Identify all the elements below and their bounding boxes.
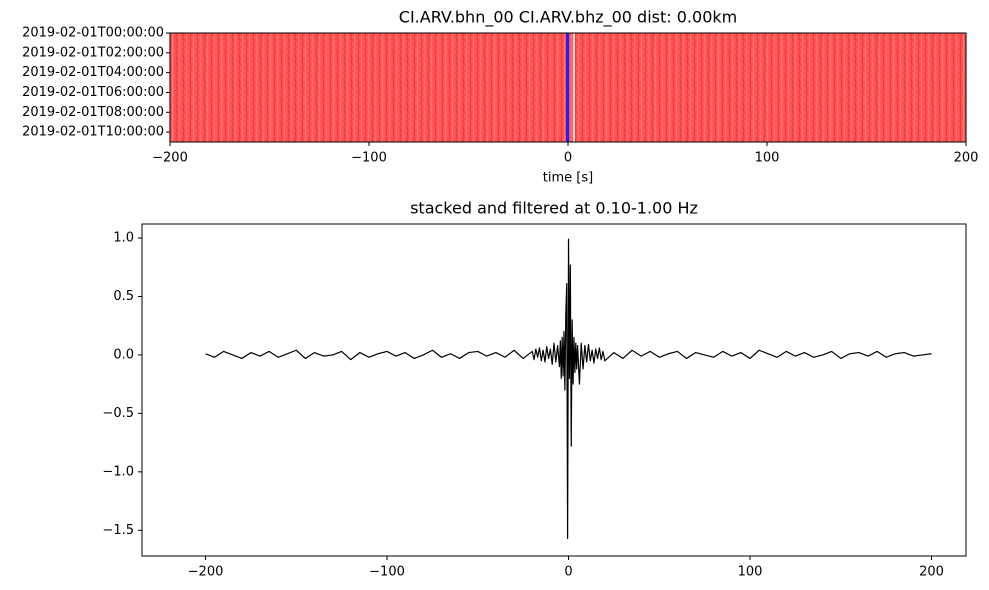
y-tick-label: 2019-02-01T00:00:00 xyxy=(22,26,164,41)
x-tick-label: 200 xyxy=(919,565,944,580)
y-tick-label: 2019-02-01T10:00:00 xyxy=(22,125,164,140)
x-tick-label: −100 xyxy=(351,151,387,166)
y-tick-label: 0.0 xyxy=(113,347,134,362)
y-tick-label: −1.0 xyxy=(102,464,134,479)
y-tick-label: 0.5 xyxy=(113,289,134,304)
y-tick-label: 2019-02-01T06:00:00 xyxy=(22,85,164,100)
x-tick-label: −100 xyxy=(369,565,405,580)
x-tick-label: 0 xyxy=(564,151,572,166)
x-tick-label: 100 xyxy=(738,565,763,580)
peak-band xyxy=(566,33,569,142)
peak-band xyxy=(573,33,575,142)
x-tick-label: −200 xyxy=(152,151,188,166)
x-tick-label: −200 xyxy=(188,565,224,580)
x-axis-label: time [s] xyxy=(543,171,593,186)
y-tick-label: −1.5 xyxy=(102,523,134,538)
x-tick-label: 100 xyxy=(755,151,780,166)
stack-line xyxy=(205,238,932,540)
y-tick-label: 2019-02-01T04:00:00 xyxy=(22,65,164,80)
y-tick-label: 1.0 xyxy=(113,231,134,246)
y-tick-label: 2019-02-01T08:00:00 xyxy=(22,105,164,120)
y-tick-label: 2019-02-01T02:00:00 xyxy=(22,45,164,60)
y-tick-label: −0.5 xyxy=(102,406,134,421)
chart-title: stacked and filtered at 0.10-1.00 Hz xyxy=(410,199,698,218)
chart-title: CI.ARV.bhn_00 CI.ARV.bhz_00 dist: 0.00km xyxy=(399,8,737,28)
axes-frame xyxy=(141,223,967,557)
x-tick-label: 0 xyxy=(564,565,572,580)
x-tick-label: 200 xyxy=(954,151,979,166)
